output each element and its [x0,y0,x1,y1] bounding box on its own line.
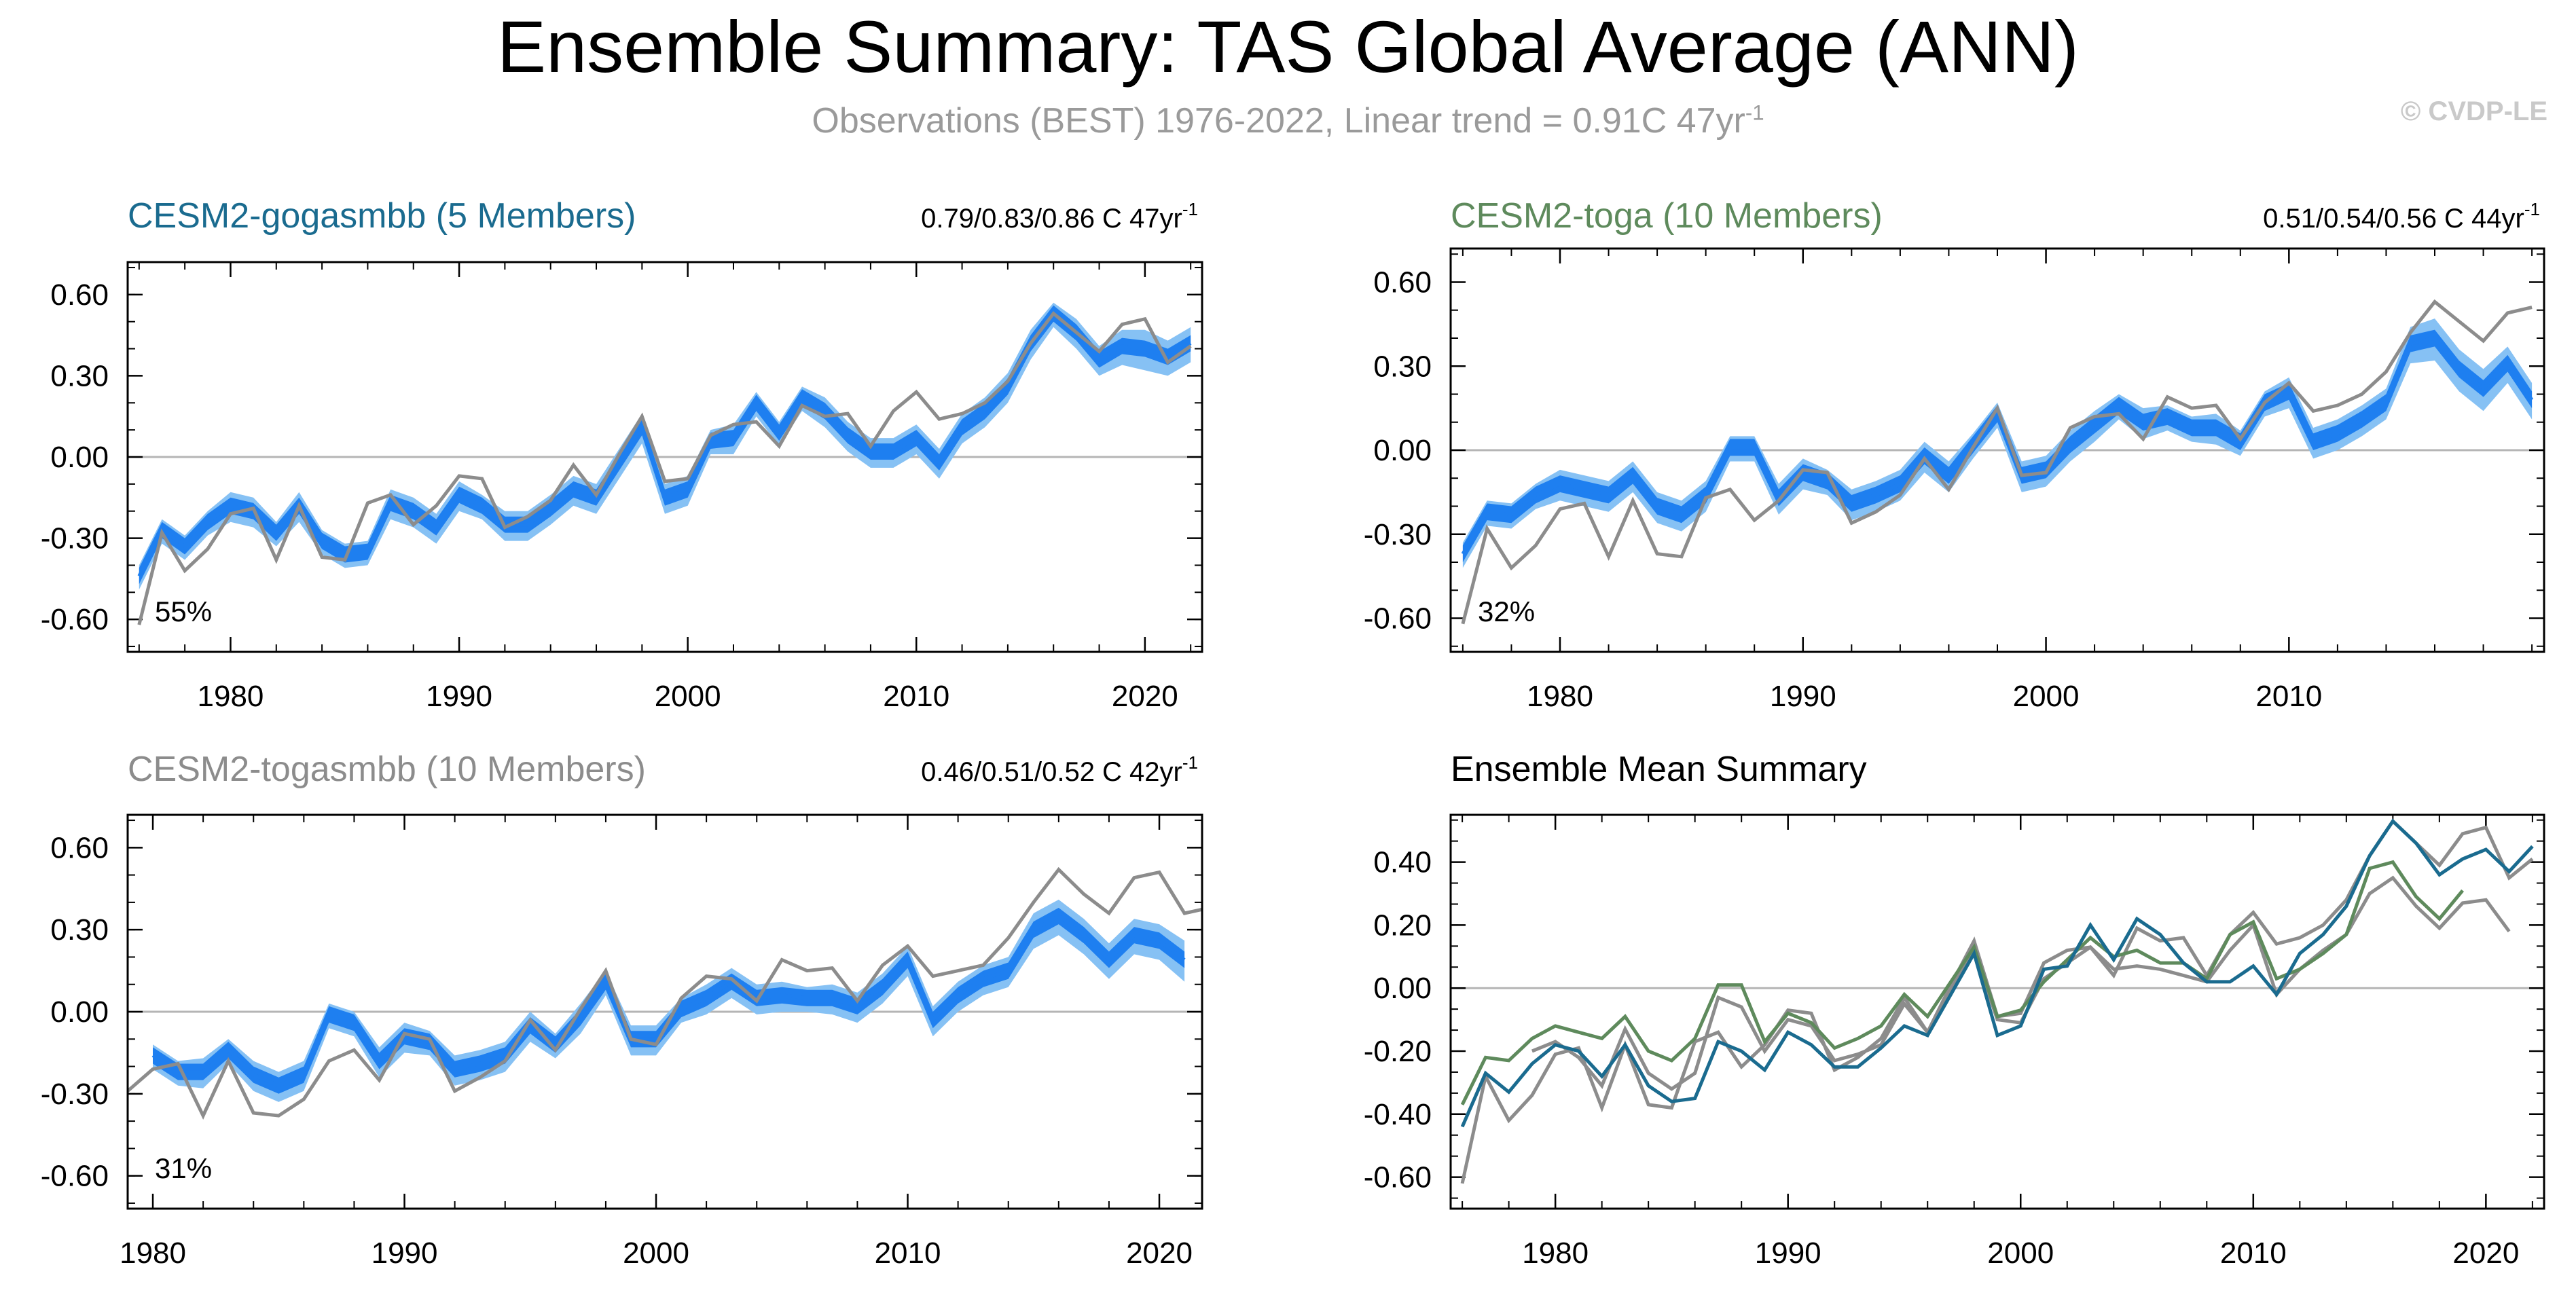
credit-label: © CVDP-LE [2400,96,2547,126]
y-tick-label: 0.00 [1373,434,1432,467]
subtitle-sup: -1 [1745,100,1764,125]
x-tick-label: 1980 [1522,1236,1589,1270]
x-tick-label: 2000 [623,1236,689,1270]
panel-title: CESM2-togasmbb (10 Members) [128,750,646,789]
y-tick-label: -0.60 [1364,1161,1432,1194]
page-title: Ensemble Summary: TAS Global Average (AN… [497,5,2079,88]
percent-label: 31% [155,1152,212,1184]
trend-label: 0.46/0.51/0.52 C 42yr-1 [921,752,1198,787]
x-tick-label: 2020 [1126,1236,1193,1270]
series-line-4 [1460,818,2534,1128]
y-tick-label: -0.30 [41,1078,109,1111]
panel-title: CESM2-gogasmbb (5 Members) [128,196,636,236]
y-tick-label: 0.30 [1373,350,1432,383]
panel-title: Ensemble Mean Summary [1451,750,1867,789]
y-tick-label: 0.00 [50,441,109,474]
x-tick-label: 1990 [371,1236,438,1270]
x-tick-label: 2010 [2255,680,2322,713]
y-tick-label: 0.60 [50,831,109,864]
x-tick-label: 1980 [120,1236,186,1270]
y-tick-label: 0.60 [1373,266,1432,299]
x-tick-label: 2010 [2220,1236,2287,1270]
x-tick-label: 1990 [1770,680,1836,713]
y-tick-label: -0.60 [1364,602,1432,636]
trend-text: 0.46/0.51/0.52 C 42yr [921,757,1182,787]
ensemble-spread-dark [139,305,1191,585]
plot-frame [126,813,1203,1210]
plot-area [128,866,1202,1120]
plot-area [137,302,1192,625]
observation-line [137,311,1192,625]
plot-area [1460,818,2534,1184]
ensemble-spread-dark [1462,329,2533,562]
panel-title: CESM2-toga (10 Members) [1451,196,1883,236]
trend-text: 0.79/0.83/0.86 C 47yr [921,204,1182,234]
y-tick-label: -0.30 [41,522,109,555]
plot-frame [1449,247,2545,653]
y-tick-label: -0.60 [41,603,109,636]
series-line-2 [1531,875,2511,1091]
y-tick-label: 0.30 [50,913,109,947]
y-tick-label: 0.30 [50,359,109,392]
plot-frame [126,261,1203,653]
y-tick-label: -0.30 [1364,518,1432,551]
series-line-1 [1460,818,2534,1184]
trend-label: 0.79/0.83/0.86 C 47yr-1 [921,199,1198,234]
trend-sup: -1 [2524,199,2540,219]
ensemble-spread-light [1462,318,2533,568]
panel-4: Ensemble Mean Summary -0.60 -0.40 -0.20 0.00… [1364,750,2545,1270]
ensemble-mean-line [137,311,1192,577]
series-line-3 [1460,860,2465,1106]
panel-3: CESM2-togasmbb (10 Members) 0.46/0.51/0.5… [41,750,1203,1270]
trend-text: 0.51/0.54/0.56 C 44yr [2263,204,2524,234]
ensemble-spread-light [139,302,1191,590]
page-subtitle: Observations (BEST) 1976-2022, Linear tr… [0,100,2576,141]
percent-label: 55% [155,595,212,627]
trend-label: 0.51/0.54/0.56 C 44yr-1 [2263,199,2540,234]
x-tick-label: 2020 [1112,680,1178,713]
x-tick-label: 2010 [875,1236,941,1270]
trend-sup: -1 [1182,752,1198,773]
panel-1: CESM2-gogasmbb (5 Members) 0.79/0.83/0.86… [41,196,1203,713]
x-tick-label: 1980 [1527,680,1593,713]
x-tick-label: 1990 [426,680,492,713]
observation-line [128,866,1202,1120]
y-tick-label: 0.00 [50,995,109,1029]
y-tick-label: -0.60 [41,1160,109,1193]
y-tick-label: 0.40 [1373,846,1432,879]
y-tick-label: -0.40 [1364,1098,1432,1131]
panel-2: CESM2-toga (10 Members) 0.51/0.54/0.56 C … [1364,196,2545,713]
x-tick-label: 1980 [198,680,264,713]
y-tick-label: 0.20 [1373,909,1432,942]
x-tick-label: 1990 [1755,1236,1821,1270]
plot-frame [1449,813,2545,1210]
x-tick-label: 2020 [2452,1236,2519,1270]
plot-area [1461,299,2534,625]
x-tick-label: 2000 [1987,1236,2054,1270]
x-tick-label: 2000 [655,680,721,713]
observation-line [1461,299,2533,625]
y-tick-label: -0.20 [1364,1035,1432,1068]
x-tick-label: 2000 [2013,680,2080,713]
subtitle-text: Observations (BEST) 1976-2022, Linear tr… [812,101,1745,141]
ensemble-mean-line [1461,336,2534,555]
percent-label: 32% [1478,595,1535,627]
ensemble-spread-light [153,899,1185,1102]
x-tick-label: 2010 [883,680,949,713]
y-tick-label: 0.60 [50,278,109,312]
y-tick-label: 0.00 [1373,972,1432,1005]
trend-sup: -1 [1182,199,1198,219]
